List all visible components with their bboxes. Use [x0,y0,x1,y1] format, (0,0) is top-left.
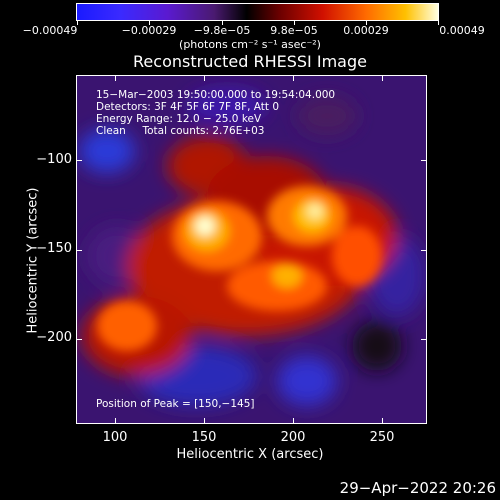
x-tick-mark [382,75,383,81]
x-tick-mark [293,75,294,81]
info-peak-position: Position of Peak = [150,−145] [96,398,255,410]
x-tick-mark [115,75,116,81]
colorbar-tick [438,20,439,25]
colorbar-tick [294,20,295,25]
x-tick-mark [115,418,116,424]
colorbar-label: 0.00029 [343,24,389,37]
x-tick-mark [204,418,205,424]
colorbar-tick [149,20,150,25]
image-title: Reconstructed RHESSI Image [133,52,367,71]
y-tick-label: −200 [36,330,72,345]
x-tick-label: 150 [191,430,217,445]
colorbar-gradient [77,4,438,20]
x-tick-label: 250 [369,430,395,445]
flux-map [77,76,426,423]
colorbar-units: (photons cm⁻² s⁻¹ asec⁻²) [179,38,321,51]
colorbar-label: 0.00049 [439,24,485,37]
timestamp: 29−Apr−2022 20:26 [339,479,496,497]
y-tick-mark [76,339,82,340]
info-clean-counts: Clean Total counts: 2.76E+03 [96,125,265,137]
x-tick-mark [382,418,383,424]
x-tick-label: 200 [280,430,306,445]
colorbar-tick [77,20,78,25]
y-tick-label: −150 [36,241,72,256]
y-tick-mark [421,250,427,251]
colorbar-label: 9.8e−05 [270,24,318,37]
x-tick-mark [204,75,205,81]
x-tick-label: 100 [102,430,128,445]
x-tick-mark [293,418,294,424]
y-tick-mark [76,160,82,161]
info-time-range: 15−Mar−2003 19:50:00.000 to 19:54:04.000 [96,89,336,101]
y-tick-mark [76,250,82,251]
colorbar-label: −0.00029 [121,24,177,37]
colorbar-label: −0.00049 [22,24,78,37]
y-tick-mark [421,160,427,161]
y-axis-label: Heliocentric Y (arcsec) [25,187,41,334]
colorbar-tick [222,20,223,25]
y-tick-mark [421,339,427,340]
colorbar-label: −9.8e−05 [193,24,251,37]
solar-image: 15−Mar−2003 19:50:00.000 to 19:54:04.000… [76,75,427,424]
colorbar [76,3,439,21]
info-detectors: Detectors: 3F 4F 5F 6F 7F 8F, Att 0 [96,101,280,113]
y-tick-label: −100 [36,152,72,167]
info-energy-range: Energy Range: 12.0 − 25.0 keV [96,113,262,125]
colorbar-tick [366,20,367,25]
x-axis-label: Heliocentric X (arcsec) [176,447,324,462]
